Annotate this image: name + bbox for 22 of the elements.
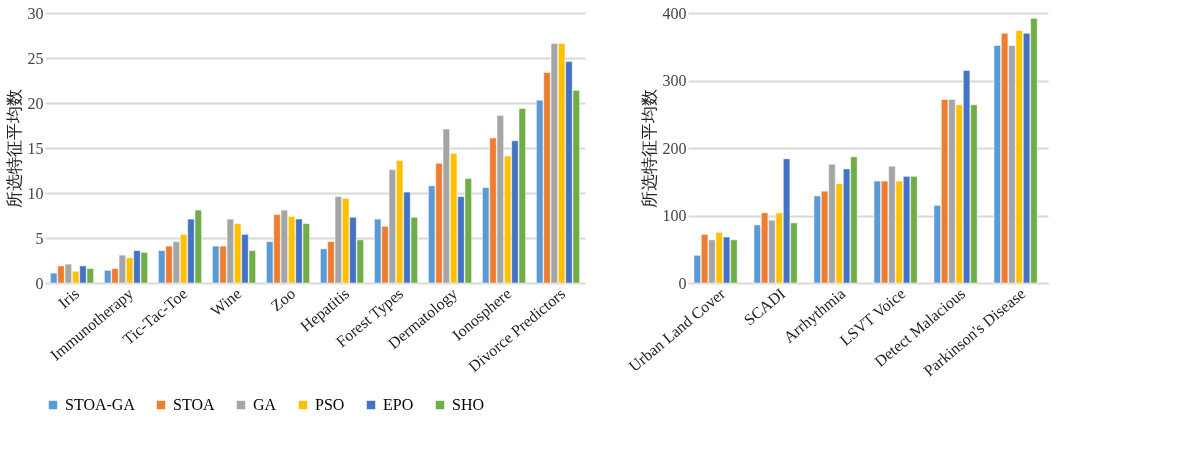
- y-tick-label: 20: [27, 94, 44, 112]
- y-tick-label: 100: [662, 207, 687, 224]
- y-tick-label: 300: [662, 72, 687, 89]
- legend-label: STOA-GA: [65, 396, 136, 413]
- y-axis-title: 所选特征平均数: [639, 89, 659, 208]
- x-tick-label: Zoo: [267, 284, 299, 315]
- y-tick-label: 15: [27, 139, 44, 157]
- y-tick-label: 0: [35, 274, 44, 292]
- y-tick-label: 400: [662, 4, 687, 22]
- legend-label: PSO: [315, 396, 345, 413]
- legend-label: STOA: [173, 396, 215, 413]
- legend-label: EPO: [383, 396, 414, 413]
- y-tick-label: 200: [662, 139, 687, 157]
- legend-label: SHO: [452, 396, 485, 413]
- legend-label: GA: [253, 396, 277, 413]
- x-tick-label: Wine: [207, 284, 245, 320]
- y-axis-title: 所选特征平均数: [4, 89, 24, 208]
- y-tick-label: 5: [35, 229, 44, 247]
- y-tick-label: 10: [27, 184, 44, 202]
- y-tick-label: 0: [678, 274, 687, 292]
- y-tick-label: 30: [27, 4, 44, 22]
- y-tick-label: 25: [27, 49, 44, 67]
